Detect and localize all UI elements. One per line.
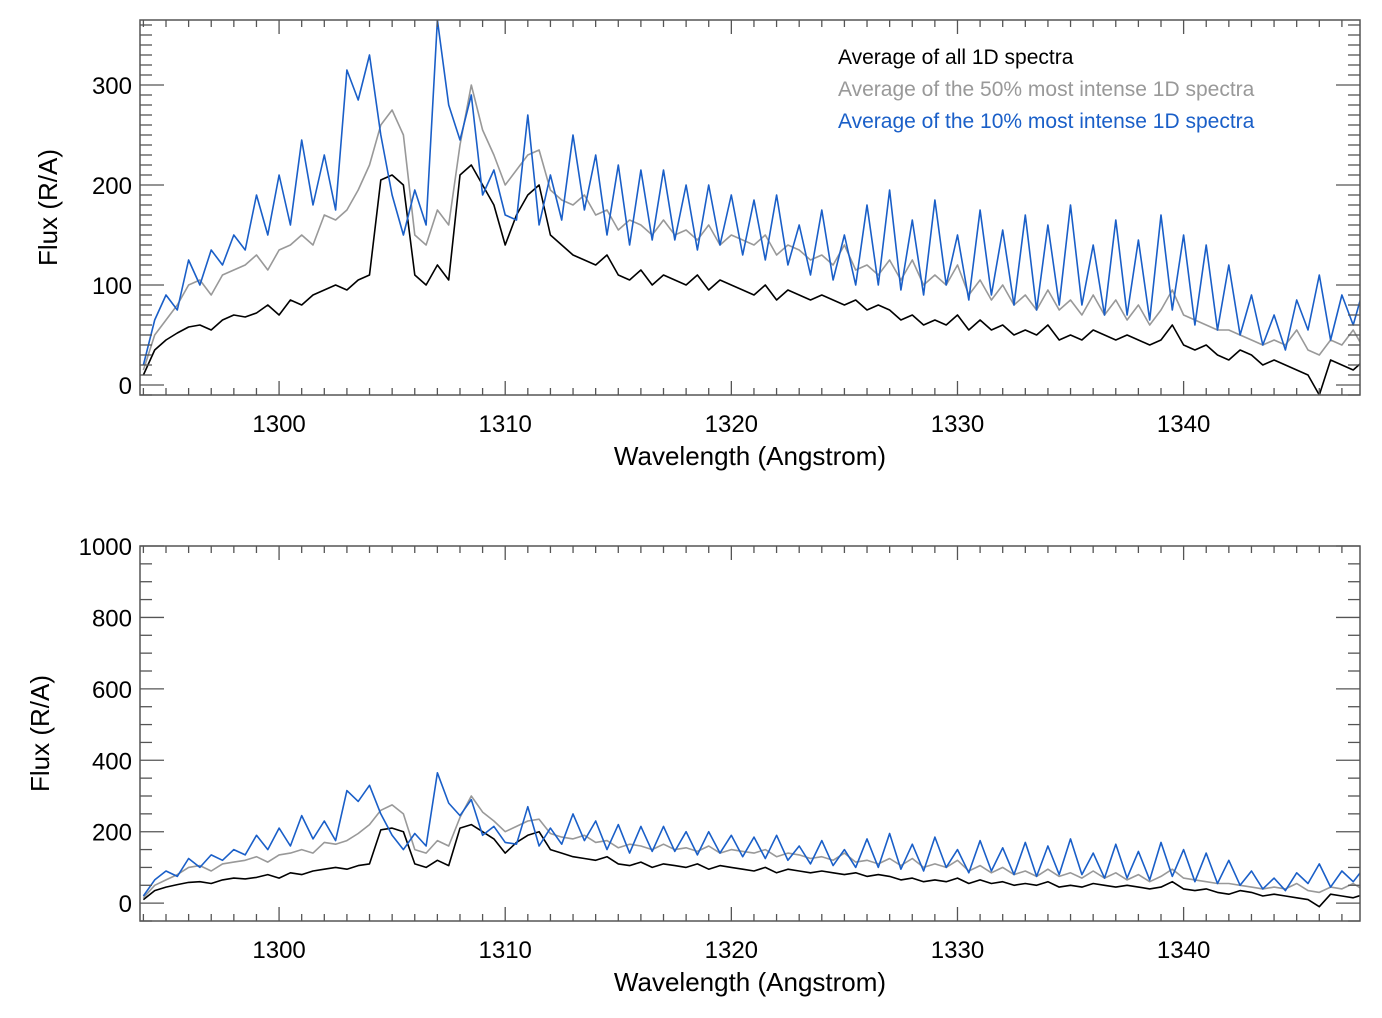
x-tick-label: 1330 [931, 411, 984, 438]
top-y-axis-label: Flux (R/A) [33, 149, 63, 266]
x-tick-label: 1300 [252, 411, 305, 438]
x-tick-label: 1320 [705, 411, 758, 438]
bottom-series-50pct [142, 795, 1360, 899]
y-tick-label: 1000 [79, 534, 132, 561]
bottom-panel: 1300 1310 1320 1330 1340 0 200 400 600 800 1000 Wa… [25, 534, 1361, 997]
x-tick-label: 1310 [479, 411, 532, 438]
y-tick-label: 600 [92, 677, 132, 704]
top-series-50pct [142, 84, 1360, 371]
y-tick-label: 0 [119, 373, 132, 400]
bottom-series-all [142, 823, 1360, 908]
x-tick-label: 1330 [931, 937, 984, 964]
y-tick-label: 200 [92, 173, 132, 200]
y-tick-label: 300 [92, 73, 132, 100]
legend-entry-10pct: Average of the 10% most intense 1D spect… [838, 110, 1255, 133]
top-series-all [142, 164, 1360, 395]
bottom-series-layer [142, 771, 1360, 908]
x-tick-label: 1340 [1157, 411, 1210, 438]
x-tick-label: 1300 [252, 937, 305, 964]
legend: Average of all 1D spectra Average of the… [838, 46, 1255, 133]
top-ticks: 1300 1310 1320 1330 1340 0 100 200 300 [92, 20, 1360, 438]
bottom-y-axis-label: Flux (R/A) [25, 675, 55, 792]
y-tick-label: 0 [119, 891, 132, 918]
top-x-axis-label: Wavelength (Angstrom) [614, 441, 886, 471]
legend-entry-50pct: Average of the 50% most intense 1D spect… [838, 78, 1255, 101]
y-tick-label: 200 [92, 820, 132, 847]
top-series-layer [142, 20, 1360, 395]
x-tick-label: 1310 [479, 937, 532, 964]
legend-entry-all: Average of all 1D spectra [838, 46, 1074, 69]
top-panel: 1300 1310 1320 1330 1340 0 100 200 300 Wavelengt… [33, 19, 1361, 471]
y-tick-label: 800 [92, 605, 132, 632]
x-tick-label: 1320 [705, 937, 758, 964]
top-plot-frame [139, 19, 1361, 396]
bottom-plot-frame [139, 545, 1361, 922]
y-tick-label: 100 [92, 273, 132, 300]
bottom-x-axis-label: Wavelength (Angstrom) [614, 967, 886, 997]
x-tick-label: 1340 [1157, 937, 1210, 964]
y-tick-label: 400 [92, 748, 132, 775]
bottom-series-10pct [142, 771, 1360, 897]
bottom-ticks: 1300 1310 1320 1330 1340 0 200 400 600 800 1000 [79, 534, 1360, 964]
top-series-10pct [142, 20, 1360, 366]
